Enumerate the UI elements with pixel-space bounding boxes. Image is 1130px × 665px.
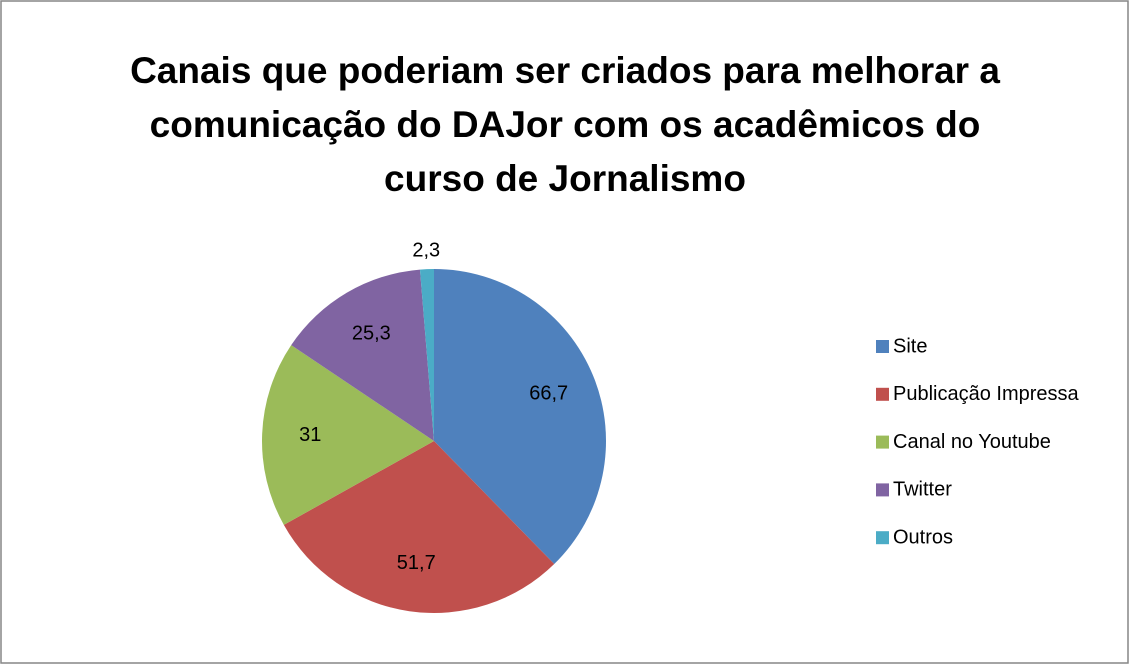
legend-label: Publicação Impressa bbox=[893, 383, 1080, 405]
data-label: 31 bbox=[299, 424, 321, 446]
chart-title: Canais que poderiam ser criados para mel… bbox=[130, 50, 1000, 199]
legend-swatch bbox=[876, 483, 889, 497]
legend-swatch bbox=[876, 387, 889, 401]
legend-label: Site bbox=[893, 335, 927, 357]
data-label: 25,3 bbox=[352, 322, 391, 344]
data-label: 51,7 bbox=[397, 552, 436, 574]
legend-swatch bbox=[876, 340, 889, 353]
legend-label: Twitter bbox=[893, 479, 952, 501]
legend-label: Outros bbox=[893, 526, 953, 548]
pie-slice bbox=[261, 345, 434, 525]
pie-slice bbox=[419, 269, 434, 441]
legend-label: Canal no Youtube bbox=[893, 431, 1051, 453]
pie-slice bbox=[291, 269, 434, 441]
pie-slice bbox=[283, 441, 555, 613]
data-label: 66,7 bbox=[529, 383, 568, 405]
data-label: 2,3 bbox=[412, 239, 440, 261]
legend-swatch bbox=[876, 531, 889, 545]
legend-swatch bbox=[876, 435, 889, 449]
pie-slice bbox=[434, 269, 607, 565]
